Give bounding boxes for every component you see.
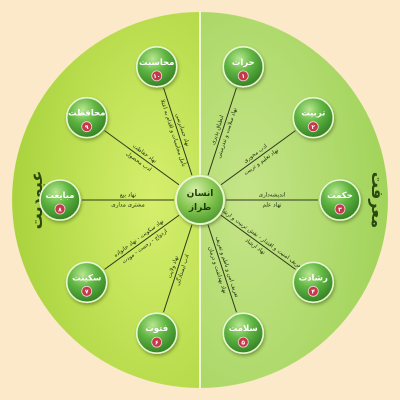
node-label-n4: رشادت [299,273,328,283]
node-label-n6: فتوت [145,324,168,334]
spoke-caption-n3-2: نهاد علم [262,203,281,209]
node-circle-n3 [319,179,361,221]
node-label-n9: محافظت [68,109,105,119]
node-n8[interactable]: مبایعت ۸ [39,179,81,221]
node-label-n7: سکینت [72,273,101,283]
node-badge-n6 [151,336,163,348]
spoke-caption-n3-1: اندیشه‌داری [259,193,286,199]
node-n2[interactable]: تربیت ۲ [292,96,335,139]
node-label-n10: محاسبت [139,58,174,68]
node-circle-n1 [222,46,265,88]
node-circle-n2 [292,96,335,139]
node-n7[interactable]: سکینت ۷ [65,261,108,304]
node-circle-n10 [135,46,178,88]
node-circle-n5 [222,312,265,354]
center-label-line1: انسان [187,189,214,199]
node-label-n5: سلامت [229,324,258,334]
node-circle-n4 [292,261,335,304]
node-number-n8: ۸ [58,206,62,213]
node-badge-n4 [307,285,319,297]
node-circle-n6 [135,312,178,354]
spoke-caption-n8-1: مشتری مداری [111,203,144,209]
spoke-n6 [163,224,193,313]
node-n5[interactable]: سلامت ۵ [222,312,265,354]
spoke-n1 [207,87,237,176]
node-label-n1: حرات [232,58,255,68]
node-badge-n2 [307,121,319,133]
node-n9[interactable]: محافظت ۹ [65,96,108,139]
node-layer: حرات ۱ تربیت ۲ حکمت ۳ رشادت ۴ سلامت ۵ فتوت ۶ سکینت ۷ م… [39,46,361,354]
node-number-n7: ۷ [85,289,89,296]
node-number-n2: ۲ [311,124,315,131]
node-badge-n8 [54,203,66,215]
node-badge-n3 [334,203,346,215]
node-circle-n8 [39,179,81,221]
side-label-left: عبودیت [27,171,46,230]
spoke-caption-n8-2: نهاد بیع [120,193,137,199]
node-n10[interactable]: محاسبت ۱۰ [135,46,178,88]
node-label-n8: مبایعت [46,191,75,201]
node-number-n1: ۱ [241,73,245,80]
node-badge-n1 [237,70,249,82]
node-badge-n9 [81,121,93,133]
node-number-n4: ۴ [311,289,315,296]
node-number-n3: ۳ [338,206,342,213]
spoke-n2 [220,130,296,186]
node-n4[interactable]: رشادت ۴ [292,261,335,304]
node-n1[interactable]: حرات ۱ [222,46,265,88]
node-label-n2: تربیت [301,109,325,119]
node-circle-n7 [65,261,108,304]
spoke-n9 [104,130,180,186]
spoke-n4 [220,214,296,270]
spoke-n5 [207,224,237,313]
spoke-n10 [163,87,193,176]
node-number-n5: ۵ [241,339,245,346]
node-number-n9: ۹ [85,124,89,131]
node-badge-n10 [151,70,163,82]
node-circle-n9 [65,96,108,139]
node-badge-n7 [81,285,93,297]
node-badge-n5 [237,336,249,348]
side-label-right: معرفت [368,172,387,228]
node-n3[interactable]: حکمت ۳ [319,179,361,221]
center-label-line2: طراز [188,203,211,213]
node-number-n6: ۶ [155,339,159,346]
spoke-n7 [104,214,180,270]
node-number-n10: ۱۰ [153,73,160,80]
node-n6[interactable]: فتوت ۶ [135,312,178,354]
node-label-n3: حکمت [327,191,353,201]
center-node[interactable] [175,175,225,225]
